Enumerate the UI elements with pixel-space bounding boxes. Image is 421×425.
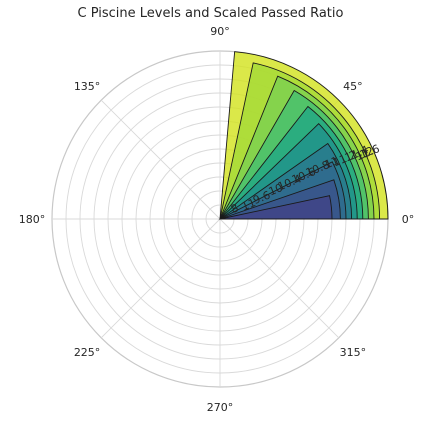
angle-label-315: 315° [340,346,367,359]
radial-label: 12 [358,144,376,161]
radial-label: 10 [267,181,285,198]
angle-label-135: 135° [74,80,101,93]
radial-label: 8 [229,201,240,216]
wedge-series [218,51,389,220]
grid-spoke [100,99,221,220]
angle-label-225: 225° [74,346,101,359]
angle-label-45: 45° [343,80,363,93]
polar-grid [51,50,389,388]
angle-label-90: 90° [210,25,230,38]
angle-tick-labels: 0° 45° 90° 135° 180° 225° 270° 315° [19,25,415,414]
angle-label-270: 270° [207,401,234,414]
radial-label: 11 [240,196,258,213]
radial-label: 9.6 [251,188,272,207]
angle-label-180: 180° [19,213,46,226]
wedge-level-1 [219,195,333,220]
grid-spoke [219,218,340,339]
radial-label: 11 [323,154,341,171]
angle-label-0: 0° [402,213,415,226]
grid-spoke [100,218,221,339]
chart-title: C Piscine Levels and Scaled Passed Ratio [77,6,344,21]
